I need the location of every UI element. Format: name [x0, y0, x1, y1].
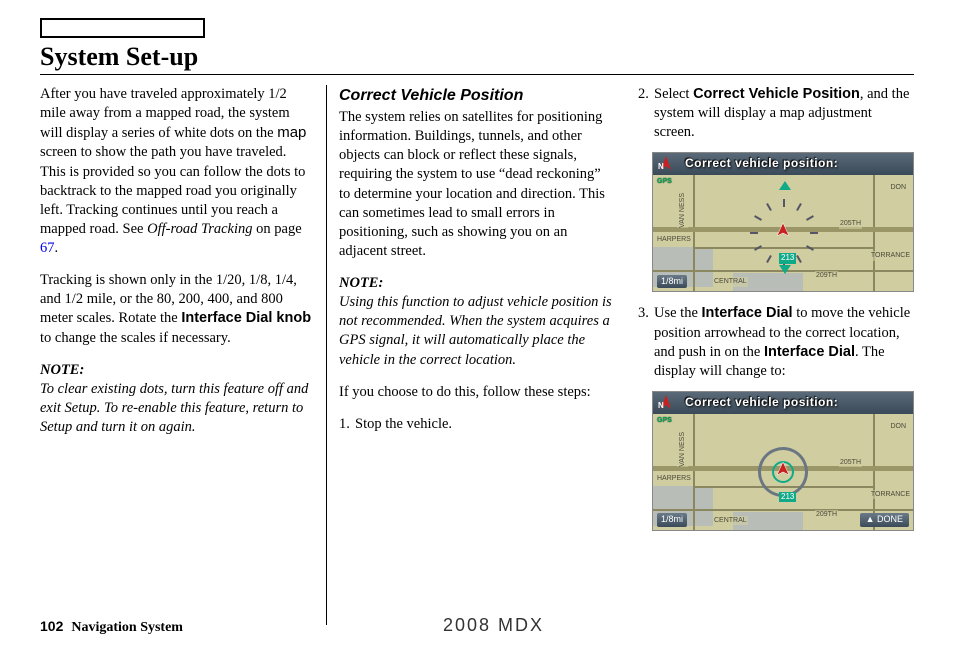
note-label: NOTE:	[339, 275, 383, 291]
north-icon: N	[657, 395, 675, 411]
street-label: TORRANCE	[870, 251, 911, 260]
down-arrow-icon	[779, 265, 791, 274]
street-label: 205TH	[839, 458, 862, 467]
text: After you have traveled approximately 1/…	[40, 86, 290, 141]
content-columns: After you have traveled approximately 1/…	[40, 85, 914, 620]
map-road	[653, 509, 913, 511]
text: Select	[654, 86, 693, 102]
step-number: 2.	[638, 85, 654, 142]
page-title: System Set-up	[40, 42, 914, 72]
page-number: 102	[40, 618, 63, 634]
distance-badge: 213	[779, 492, 796, 503]
map-road	[693, 175, 695, 291]
step-number: 1.	[339, 415, 355, 434]
screenshot-header: Correct vehicle position:	[653, 392, 913, 414]
map-road	[693, 414, 695, 530]
street-label: 209TH	[815, 271, 838, 280]
street-label: 205TH	[839, 219, 862, 228]
text: .	[55, 240, 59, 256]
footer-label: Navigation System	[71, 620, 183, 636]
scale-badge: 1/8mi	[657, 275, 687, 289]
col2-paragraph-steps-intro: If you choose to do this, follow these s…	[339, 383, 613, 402]
street-label: VAN NESS	[677, 432, 688, 467]
distance-badge: 213	[779, 253, 796, 264]
column-3: 2. Select Correct Vehicle Position, and …	[626, 85, 914, 620]
col2-note: NOTE: Using this function to adjust vehi…	[339, 274, 613, 370]
step-number: 3.	[638, 304, 654, 381]
note-label: NOTE:	[40, 362, 84, 378]
interface-dial-bold: Interface Dial	[702, 305, 793, 321]
map-area: VAN NESS HARPERS CENTRAL DON TORRANCE 20…	[653, 175, 913, 291]
street-label: DON	[889, 183, 907, 192]
vehicle-arrowhead-icon	[775, 461, 791, 483]
street-label: VAN NESS	[677, 193, 688, 228]
step-text: Select Correct Vehicle Position, and the…	[654, 85, 914, 142]
street-label: HARPERS	[656, 235, 692, 244]
screenshot-header: Correct vehicle position:	[653, 153, 913, 175]
vehicle-model: 2008 MDX	[443, 615, 544, 636]
screenshot-title: Correct vehicle position:	[685, 156, 838, 172]
text: on page	[253, 221, 302, 237]
street-label: HARPERS	[656, 474, 692, 483]
title-rule	[40, 74, 914, 75]
map-screenshot-2: VAN NESS HARPERS CENTRAL DON TORRANCE 20…	[652, 391, 914, 531]
north-icon: N	[657, 156, 675, 172]
step-text: Stop the vehicle.	[355, 415, 613, 434]
svg-text:N: N	[658, 162, 664, 171]
text: Use the	[654, 305, 702, 321]
text: to change the scales if necessary.	[40, 330, 231, 346]
up-arrow-icon	[779, 181, 791, 190]
scale-badge: 1/8mi	[657, 513, 687, 527]
column-2: Correct Vehicle Position The system reli…	[327, 85, 625, 620]
section-heading-correct-vehicle-position: Correct Vehicle Position	[339, 85, 613, 106]
col1-paragraph-scales: Tracking is shown only in the 1/20, 1/8,…	[40, 271, 314, 348]
note-text: Using this function to adjust vehicle po…	[339, 294, 612, 367]
street-label: TORRANCE	[870, 490, 911, 499]
toc-placeholder-box	[40, 18, 205, 38]
vehicle-arrowhead-icon	[775, 222, 791, 244]
note-text: To clear existing dots, turn this featur…	[40, 381, 308, 435]
interface-dial-knob-label: Interface Dial knob	[181, 310, 311, 326]
street-label: DON	[889, 422, 907, 431]
street-label: CENTRAL	[713, 277, 748, 286]
done-label: DONE	[877, 514, 903, 524]
step-3: 3. Use the Interface Dial to move the ve…	[638, 304, 914, 381]
interface-dial-bold: Interface Dial	[764, 344, 855, 360]
map-screenshot-1: VAN NESS HARPERS CENTRAL DON TORRANCE 20…	[652, 152, 914, 292]
gps-indicator: GPS	[657, 177, 672, 186]
page-link-67[interactable]: 67	[40, 240, 55, 256]
svg-text:N: N	[658, 401, 664, 410]
col1-paragraph-tracking: After you have traveled approximately 1/…	[40, 85, 314, 258]
street-label: CENTRAL	[713, 516, 748, 525]
step-2: 2. Select Correct Vehicle Position, and …	[638, 85, 914, 142]
step-1: 1. Stop the vehicle.	[339, 415, 613, 434]
column-1: After you have traveled approximately 1/…	[40, 85, 326, 620]
street-label: 209TH	[815, 510, 838, 519]
map-road	[873, 175, 875, 291]
page-footer: 102 Navigation System 2008 MDX	[40, 615, 914, 636]
col2-paragraph-satellites: The system relies on satellites for posi…	[339, 108, 613, 261]
map-word: map	[277, 124, 306, 141]
gps-indicator: GPS	[657, 416, 672, 425]
correct-vehicle-position-bold: Correct Vehicle Position	[693, 86, 860, 102]
col1-note: NOTE: To clear existing dots, turn this …	[40, 361, 314, 438]
done-button[interactable]: ▲ DONE	[860, 513, 909, 527]
screenshot-title: Correct vehicle position:	[685, 395, 838, 411]
step-text: Use the Interface Dial to move the vehic…	[654, 304, 914, 381]
off-road-tracking-ref: Off-road Tracking	[147, 221, 252, 237]
